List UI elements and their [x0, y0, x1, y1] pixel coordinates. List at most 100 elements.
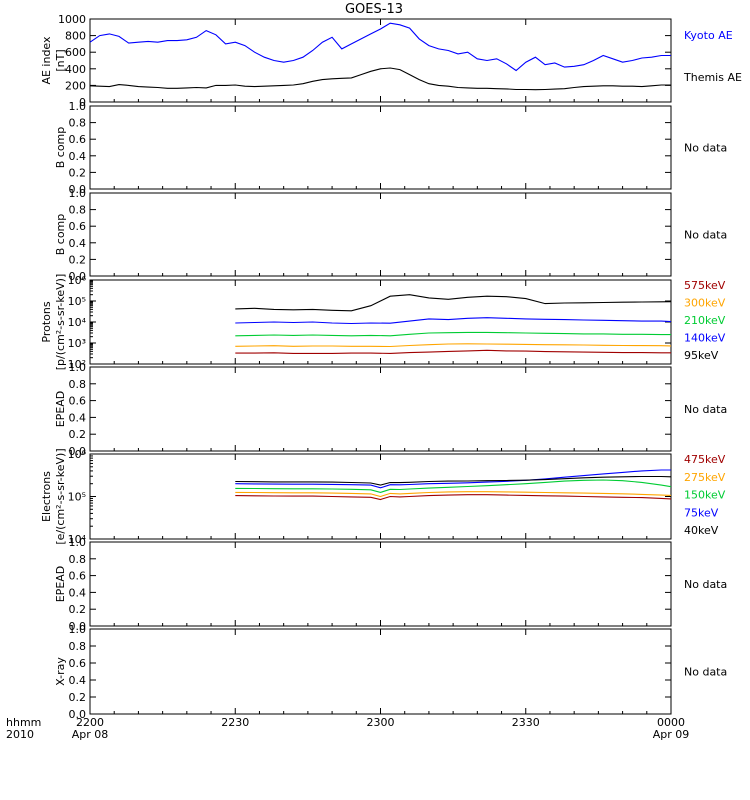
legend-entry: 275keV: [684, 471, 726, 484]
no-data-label: No data: [684, 578, 727, 591]
y-tick-label: 0.6: [69, 395, 87, 408]
y-axis-label: Protons: [40, 301, 53, 342]
y-tick-label: 600: [65, 46, 86, 59]
y-tick-label: 1.0: [69, 361, 87, 374]
y-tick-label: 0.0: [69, 620, 87, 633]
legend-entry: 40keV: [684, 524, 719, 537]
legend-entry: 140keV: [684, 332, 726, 345]
y-axis-label: AE index: [40, 36, 53, 85]
series-line: [235, 331, 671, 337]
y-tick-label: 0.2: [69, 428, 87, 441]
series-line: [235, 317, 672, 325]
y-tick-label: 0.8: [69, 640, 87, 653]
series-line: [235, 469, 671, 489]
y-tick-label: 200: [65, 79, 86, 92]
y-tick-label: 0.6: [69, 133, 87, 146]
y-tick-label: 1.0: [69, 536, 87, 549]
panel-electrons: 10⁴ 10⁵ 10⁶ Electrons [e/(cm²-s-sr-keV)] 475k…: [40, 448, 726, 546]
y-axis-label: [p/(cm²-s-sr-keV)]: [54, 274, 67, 371]
series-line: [235, 349, 671, 354]
y-tick-label: 0.2: [69, 691, 87, 704]
panel-frame: [89, 541, 672, 627]
x-tick-label: 2230: [221, 716, 249, 729]
y-tick-label: 800: [65, 30, 86, 43]
no-data-label: No data: [684, 229, 727, 242]
series-line: [89, 67, 671, 91]
legend-entry: 300keV: [684, 297, 726, 310]
legend-entry: 475keV: [684, 453, 726, 466]
no-data-label: No data: [684, 666, 727, 679]
panel-b2: 0.0 0.2 0.4 0.6 0.8 1.0 B comp No data: [54, 187, 727, 283]
y-axis-label: [nT]: [54, 49, 67, 71]
y-tick-label: 10²: [68, 358, 86, 371]
series-line: [235, 494, 672, 501]
y-tick-label: 0.0: [69, 270, 87, 283]
y-tick-label: 10⁵: [68, 491, 86, 504]
y-tick-label: 10⁵: [68, 295, 86, 308]
panel-frame: [89, 628, 672, 715]
y-axis-label: X-ray: [54, 657, 67, 686]
series-line: [235, 294, 672, 312]
y-tick-label: 0.2: [69, 253, 87, 266]
x-tick-label: 2200: [76, 716, 104, 729]
y-tick-label: 0.8: [69, 204, 87, 217]
panel-b1: 0.0 0.2 0.4 0.6 0.8 1.0 B comp No data: [54, 100, 727, 196]
y-tick-label: 1.0: [69, 623, 87, 636]
series-line: [235, 479, 672, 493]
y-tick-label: 0.6: [69, 220, 87, 233]
y-axis-label: Electrons: [40, 471, 53, 522]
series-line: [235, 343, 672, 348]
figure-title: GOES-13: [345, 2, 403, 17]
y-tick-label: 10⁴: [68, 533, 87, 546]
y-tick-label: 0.8: [69, 553, 87, 566]
y-tick-label: 0.0: [69, 445, 87, 458]
no-data-label: No data: [684, 142, 727, 155]
panel-frame: [89, 192, 672, 277]
x-tick-label: 0000: [657, 716, 685, 729]
y-tick-label: 1.0: [69, 187, 87, 200]
y-tick-label: 0.0: [69, 708, 87, 721]
y-tick-label: 0.8: [69, 117, 87, 130]
panels: 0 200 400 600 800 1000 AE index [nT] Kyoto AE The…: [40, 13, 742, 721]
y-tick-label: 1000: [58, 13, 86, 26]
legend-entry: Themis AE: [683, 71, 742, 84]
x-axis-format-label: hhmm: [6, 716, 41, 729]
x-tick-label: 2330: [512, 716, 540, 729]
legend-entry: 95keV: [684, 349, 719, 362]
y-tick-label: 0.2: [69, 166, 87, 179]
y-tick-label: 10⁴: [68, 316, 87, 329]
x-tick-label: 2300: [367, 716, 395, 729]
series-line: [89, 22, 671, 72]
x-date-label: Apr 09: [653, 728, 690, 741]
legend-entry: 210keV: [684, 314, 726, 327]
y-tick-label: 0.0: [69, 183, 87, 196]
legend-entry: Kyoto AE: [684, 29, 733, 42]
y-axis-label: EPEAD: [54, 391, 67, 428]
y-tick-label: 0.4: [69, 674, 87, 687]
series-line: [235, 475, 672, 486]
panel-epead1: 0.0 0.2 0.4 0.6 0.8 1.0 EPEAD No data: [54, 361, 727, 458]
y-tick-label: 0.8: [69, 378, 87, 391]
panel-frame: [89, 366, 672, 452]
y-tick-label: 0.6: [69, 657, 87, 670]
panel-xray: 0.0 0.2 0.4 0.6 0.8 1.0 X-ray No data: [54, 623, 727, 721]
legend-entry: 150keV: [684, 489, 726, 502]
panel-frame: [89, 18, 672, 103]
legend-entry: 75keV: [684, 506, 719, 519]
panel-frame: [89, 279, 672, 365]
panel-protons: 10² 10³ 10⁴ 10⁵ 10⁶ Protons [p/(cm²-s-sr-keV)]…: [40, 274, 726, 371]
y-tick-label: 0.4: [69, 411, 87, 424]
y-tick-label: 10⁶: [68, 448, 87, 461]
y-tick-label: 0.4: [69, 586, 87, 599]
y-axis-label: B comp: [54, 214, 67, 256]
panel-ae: 0 200 400 600 800 1000 AE index [nT] Kyoto AE The…: [40, 13, 742, 109]
legend-entry: 575keV: [684, 279, 726, 292]
y-tick-label: 10⁶: [68, 274, 87, 287]
x-date-label: Apr 08: [72, 728, 109, 741]
panel-frame: [89, 105, 672, 190]
y-tick-label: 1.0: [69, 100, 87, 113]
y-tick-label: 0.4: [69, 150, 87, 163]
x-axis-format-label: 2010: [6, 728, 34, 741]
